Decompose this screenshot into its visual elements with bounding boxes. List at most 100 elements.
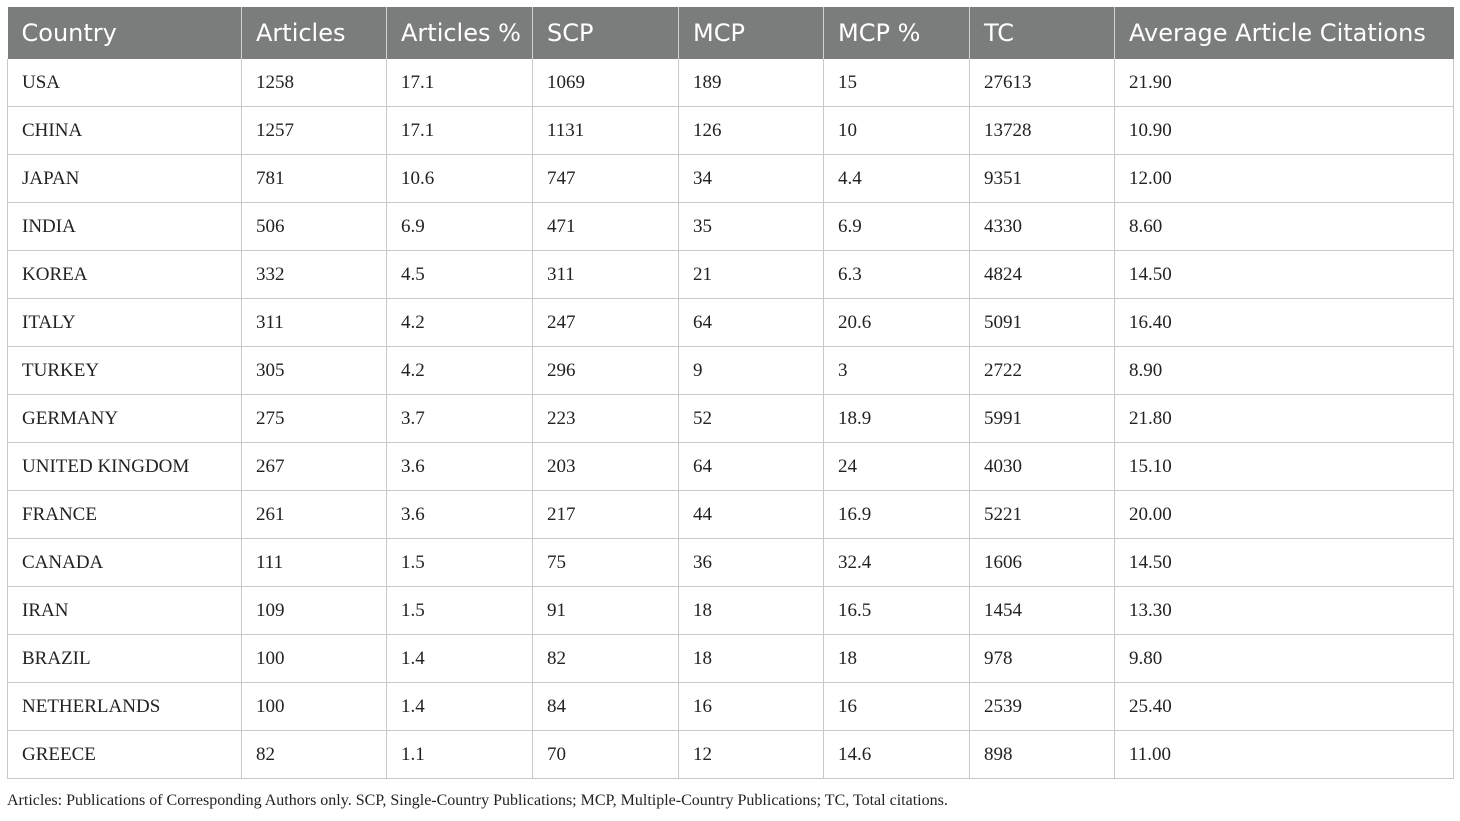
table-cell: 4330 (969, 202, 1115, 251)
table-cell: 247 (532, 298, 679, 347)
table-row: CHINA 1257 17.1 1131 126 10 13728 10.90 (7, 106, 1454, 155)
table-cell: 20.6 (823, 298, 970, 347)
table-cell: 3.6 (386, 490, 533, 539)
country-cell: TURKEY (7, 346, 242, 395)
table-cell: 75 (532, 538, 679, 587)
table-cell: 11.00 (1114, 730, 1454, 779)
table-cell: 5991 (969, 394, 1115, 443)
table-cell: 52 (678, 394, 824, 443)
table-cell: 9.80 (1114, 634, 1454, 683)
table-cell: 311 (532, 250, 679, 299)
country-cell: CHINA (7, 106, 242, 155)
table-row: BRAZIL 100 1.4 82 18 18 978 9.80 (7, 634, 1454, 683)
table-cell: 14.50 (1114, 538, 1454, 587)
country-cell: BRAZIL (7, 634, 242, 683)
table-cell: 126 (678, 106, 824, 155)
table-cell: 32.4 (823, 538, 970, 587)
country-cell: NETHERLANDS (7, 682, 242, 731)
table-cell: 34 (678, 154, 824, 203)
table-cell: 305 (241, 346, 387, 395)
table-cell: 311 (241, 298, 387, 347)
table-cell: 15 (823, 59, 970, 107)
table-cell: 100 (241, 682, 387, 731)
table-footnote: Articles: Publications of Corresponding … (7, 792, 948, 809)
table-cell: 18.9 (823, 394, 970, 443)
table-cell: 18 (823, 634, 970, 683)
table-cell: 13728 (969, 106, 1115, 155)
table-cell: 10 (823, 106, 970, 155)
table-cell: 332 (241, 250, 387, 299)
table-row: USA 1258 17.1 1069 189 15 27613 21.90 (7, 59, 1454, 107)
table-cell: 35 (678, 202, 824, 251)
table-cell: 100 (241, 634, 387, 683)
column-header: TC (969, 7, 1115, 59)
header-row: Country Articles Articles % SCP MCP MCP % TC Av… (7, 7, 1454, 59)
table-cell: 27613 (969, 59, 1115, 107)
table-cell: 20.00 (1114, 490, 1454, 539)
table-cell: 978 (969, 634, 1115, 683)
country-cell: GREECE (7, 730, 242, 779)
table-row: TURKEY 305 4.2 296 9 3 2722 8.90 (7, 346, 1454, 395)
table-cell: 12 (678, 730, 824, 779)
table-cell: 16.9 (823, 490, 970, 539)
table-cell: 506 (241, 202, 387, 251)
column-header: MCP % (823, 7, 970, 59)
table-cell: 4.2 (386, 298, 533, 347)
table-cell: 189 (678, 59, 824, 107)
table-cell: 1257 (241, 106, 387, 155)
table-cell: 471 (532, 202, 679, 251)
table-cell: 781 (241, 154, 387, 203)
table-cell: 8.90 (1114, 346, 1454, 395)
table-row: JAPAN 781 10.6 747 34 4.4 9351 12.00 (7, 154, 1454, 203)
table-cell: 898 (969, 730, 1115, 779)
table-body: USA 1258 17.1 1069 189 15 27613 21.90 CHINA 1257 1… (7, 59, 1454, 779)
table-cell: 91 (532, 586, 679, 635)
table-cell: 24 (823, 442, 970, 491)
table-cell: 9 (678, 346, 824, 395)
table-cell: 16 (678, 682, 824, 731)
table-cell: 109 (241, 586, 387, 635)
table-cell: 1131 (532, 106, 679, 155)
table-cell: 4.4 (823, 154, 970, 203)
table-cell: 217 (532, 490, 679, 539)
table-cell: 82 (532, 634, 679, 683)
table-cell: 1606 (969, 538, 1115, 587)
table-cell: 1.1 (386, 730, 533, 779)
table-container: Country Articles Articles % SCP MCP MCP % TC Av… (7, 7, 1454, 779)
table-cell: 1069 (532, 59, 679, 107)
table-cell: 223 (532, 394, 679, 443)
table-cell: 1.4 (386, 634, 533, 683)
table-cell: 1454 (969, 586, 1115, 635)
country-cell: FRANCE (7, 490, 242, 539)
table-row: FRANCE 261 3.6 217 44 16.9 5221 20.00 (7, 490, 1454, 539)
table-cell: 4030 (969, 442, 1115, 491)
table-cell: 1.4 (386, 682, 533, 731)
table-cell: 13.30 (1114, 586, 1454, 635)
table-row: GERMANY 275 3.7 223 52 18.9 5991 21.80 (7, 394, 1454, 443)
table-cell: 16.5 (823, 586, 970, 635)
table-cell: 6.9 (823, 202, 970, 251)
table-cell: 14.50 (1114, 250, 1454, 299)
country-cell: KOREA (7, 250, 242, 299)
table-cell: 10.6 (386, 154, 533, 203)
table-cell: 15.10 (1114, 442, 1454, 491)
column-header: MCP (678, 7, 824, 59)
column-header: Articles % (386, 7, 533, 59)
table-cell: 6.9 (386, 202, 533, 251)
table-cell: 18 (678, 586, 824, 635)
table-cell: 14.6 (823, 730, 970, 779)
table-cell: 5221 (969, 490, 1115, 539)
table-cell: 5091 (969, 298, 1115, 347)
country-cell: INDIA (7, 202, 242, 251)
table-cell: 16 (823, 682, 970, 731)
table-cell: 21 (678, 250, 824, 299)
table-cell: 17.1 (386, 106, 533, 155)
country-cell: CANADA (7, 538, 242, 587)
table-cell: 3.6 (386, 442, 533, 491)
table-cell: 111 (241, 538, 387, 587)
table-row: NETHERLANDS 100 1.4 84 16 16 2539 25.40 (7, 682, 1454, 731)
table-cell: 12.00 (1114, 154, 1454, 203)
table-cell: 203 (532, 442, 679, 491)
table-cell: 296 (532, 346, 679, 395)
table-cell: 36 (678, 538, 824, 587)
